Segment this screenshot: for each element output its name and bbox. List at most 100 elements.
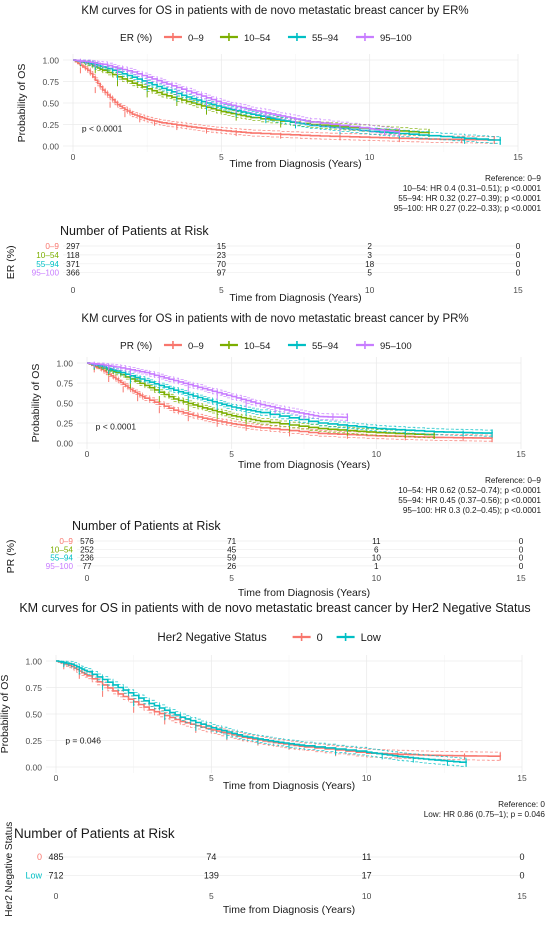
survival-line <box>87 362 493 434</box>
risk-x-tick: 10 <box>362 891 372 901</box>
risk-row-label: 95–100 <box>32 269 60 278</box>
y-tick-label: 0.25 <box>42 120 59 130</box>
risk-x-label: Time from Diagnosis (Years) <box>238 587 370 599</box>
chart-panel-3: KM curves for OS in patients with de nov… <box>0 601 545 917</box>
x-tick-label: 5 <box>209 773 214 783</box>
risk-count: 366 <box>66 269 80 278</box>
x-tick-label: 15 <box>513 152 523 162</box>
legend-title: PR (%) <box>120 341 152 352</box>
risk-row-label: Low <box>25 871 42 881</box>
y-tick-label: 0.75 <box>56 379 73 389</box>
survival-line <box>73 59 430 134</box>
y-tick-label: 0.50 <box>42 99 59 109</box>
risk-x-label: Time from Diagnosis (Years) <box>229 292 361 304</box>
risk-x-tick: 15 <box>517 891 527 901</box>
risk-count: 18 <box>365 260 375 269</box>
p-value: p < 0.0001 <box>96 421 137 431</box>
risk-x-tick: 15 <box>516 573 526 583</box>
risk-count: 139 <box>204 871 219 881</box>
hazard-ratio: Low: HR 0.86 (0.75–1); p = 0.046 <box>424 810 546 819</box>
risk-count: 11 <box>372 537 381 546</box>
chart-title: KM curves for OS in patients with de nov… <box>81 313 468 325</box>
risk-row-label: 10–54 <box>50 545 73 554</box>
x-tick-label: 10 <box>365 152 375 162</box>
x-tick-label: 5 <box>229 449 234 459</box>
y-axis-label: Probability of OS <box>0 675 11 754</box>
survival-line <box>73 59 401 133</box>
y-tick-label: 0.00 <box>56 439 73 449</box>
y-tick-label: 0.75 <box>42 77 59 87</box>
risk-count: 0 <box>516 260 521 269</box>
legend-label: Low <box>361 632 381 644</box>
survival-line <box>87 362 435 436</box>
risk-count: 297 <box>66 242 80 251</box>
risk-count: 6 <box>374 545 379 554</box>
x-tick-label: 0 <box>85 449 90 459</box>
risk-count: 252 <box>80 545 94 554</box>
series-0 <box>56 660 502 761</box>
legend-label: 0–9 <box>188 341 204 352</box>
x-axis-label: Time from Diagnosis (Years) <box>229 158 361 170</box>
risk-count: 70 <box>217 260 227 269</box>
confidence-upper <box>87 362 348 415</box>
risk-count: 236 <box>80 554 94 563</box>
y-tick-label: 1.00 <box>25 657 42 667</box>
risk-y-label: Her2 Negative Status <box>4 822 15 917</box>
risk-row-label: 0–9 <box>59 537 73 546</box>
hazard-ratio: 55–94: HR 0.45 (0.37–0.56); p <0.0001 <box>398 496 541 505</box>
risk-count: 0 <box>519 554 524 563</box>
reference-label: Reference: 0–9 <box>485 174 541 183</box>
risk-x-tick: 5 <box>209 891 214 901</box>
risk-x-tick: 5 <box>219 285 224 295</box>
x-tick-label: 10 <box>372 449 382 459</box>
confidence-lower <box>73 59 430 137</box>
risk-count: 485 <box>48 852 63 862</box>
reference-label: Reference: 0 <box>498 800 545 809</box>
risk-table: Number of Patients at Risk 0 485 74 11 0 Low 71… <box>4 822 527 917</box>
confidence-lower <box>56 660 501 761</box>
risk-count: 15 <box>217 242 227 251</box>
x-tick-label: 0 <box>71 152 76 162</box>
confidence-lower <box>87 362 348 421</box>
risk-count: 26 <box>227 562 237 571</box>
legend-label: 95–100 <box>380 341 412 352</box>
y-tick-label: 0.00 <box>42 142 59 152</box>
series-95–100 <box>73 58 401 137</box>
risk-x-tick: 15 <box>513 285 523 295</box>
risk-count: 74 <box>206 852 216 862</box>
y-axis-label: Probability of OS <box>30 364 42 443</box>
risk-table-title: Number of Patients at Risk <box>72 519 221 533</box>
y-tick-label: 1.00 <box>42 56 59 66</box>
risk-x-label: Time from Diagnosis (Years) <box>223 904 355 916</box>
risk-count: 23 <box>217 251 227 260</box>
risk-count: 371 <box>66 260 80 269</box>
risk-count: 0 <box>519 852 524 862</box>
legend-label: 55–94 <box>312 33 338 44</box>
legend-label: 95–100 <box>380 33 412 44</box>
legend-label: 10–54 <box>244 33 270 44</box>
legend-label: 10–54 <box>244 341 270 352</box>
hazard-ratio: 95–100: HR 0.3 (0.2–0.45); p <0.0001 <box>403 506 542 515</box>
y-tick-label: 0.25 <box>25 736 42 746</box>
risk-count: 97 <box>217 269 227 278</box>
grid <box>46 655 523 773</box>
risk-x-tick: 0 <box>85 573 90 583</box>
series-95–100 <box>87 361 349 422</box>
risk-count: 0 <box>519 537 524 546</box>
legend-title: ER (%) <box>120 33 152 44</box>
x-axis-label: Time from Diagnosis (Years) <box>223 780 355 792</box>
survival-line <box>56 660 502 757</box>
x-tick-label: 10 <box>362 773 372 783</box>
p-value: p < 0.0001 <box>82 123 123 133</box>
confidence-lower <box>87 362 493 442</box>
hazard-ratio: 10–54: HR 0.4 (0.31–0.51); p <0.0001 <box>403 184 542 193</box>
risk-count: 77 <box>82 562 92 571</box>
hazard-ratio: 10–54: HR 0.62 (0.52–0.74); p <0.0001 <box>398 486 541 495</box>
x-tick-label: 15 <box>516 449 526 459</box>
confidence-upper <box>56 660 501 753</box>
risk-count: 0 <box>519 545 524 554</box>
y-axis-label: Probability of OS <box>16 64 28 143</box>
